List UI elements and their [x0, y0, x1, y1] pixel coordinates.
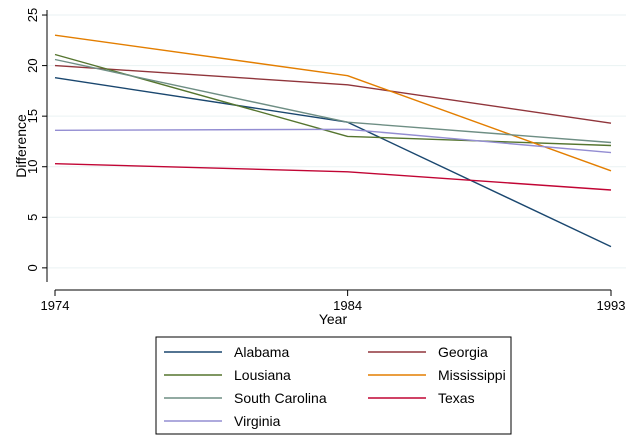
series-line-south-carolina	[54, 58, 612, 144]
series-line-mississippi	[54, 34, 612, 172]
x-tick-label: 1984	[333, 298, 362, 313]
series-line-alabama	[54, 77, 612, 248]
x-tick-label: 1974	[41, 298, 70, 313]
x-tick-label: 1993	[597, 298, 626, 313]
series-line-virginia	[54, 128, 612, 154]
legend-label: Georgia	[438, 344, 488, 360]
series-lines	[54, 34, 612, 248]
legend: Alabama Georgia Lousiana Mississippi South C…	[155, 336, 512, 435]
y-ticks: 0 5 10 15 20 25	[25, 8, 47, 271]
legend-label: Virginia	[234, 413, 281, 429]
y-tick-label: 20	[25, 58, 40, 72]
y-axis-title: Difference	[13, 114, 29, 178]
series-line-texas	[54, 163, 612, 191]
legend-box	[155, 336, 512, 435]
x-ticks: 1974 1984 1993	[41, 290, 626, 313]
grid-lines	[47, 14, 626, 269]
legend-label: Texas	[438, 390, 475, 406]
y-tick-label: 0	[25, 264, 40, 271]
series-line-georgia	[54, 64, 612, 124]
y-tick-label: 10	[25, 159, 40, 173]
x-axis-title: Year	[319, 311, 348, 327]
y-tick-label: 15	[25, 109, 40, 123]
legend-label: South Carolina	[234, 390, 327, 406]
series-line-lousiana	[54, 53, 612, 147]
y-tick-label: 5	[25, 214, 40, 221]
legend-label: Alabama	[234, 344, 289, 360]
legend-label: Mississippi	[438, 367, 506, 383]
y-tick-label: 25	[25, 8, 40, 22]
legend-label: Lousiana	[234, 367, 291, 383]
